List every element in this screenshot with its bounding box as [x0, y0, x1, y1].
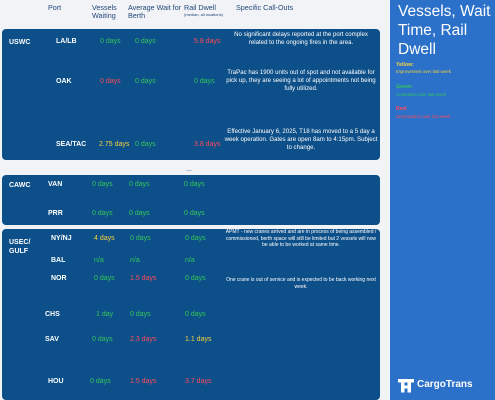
legend-red-desc: Deterioration over last week [396, 114, 451, 119]
vessels-waiting-value: 0 days [100, 38, 121, 45]
vessels-waiting-value: 0 days [100, 78, 121, 85]
average-wait-value: 0 days [130, 311, 151, 318]
average-wait-value: 1.5 days [130, 275, 157, 282]
vessels-waiting-value: 0 days [92, 336, 113, 343]
rail-dwell-value: 0 days [194, 78, 215, 85]
average-wait-value: 2.3 days [130, 336, 157, 343]
vessels-waiting-value: 2.75 days [99, 141, 130, 148]
average-wait-value: 0 days [129, 210, 150, 217]
call-out-text: APMT - new cranes arrived and are in pro… [225, 229, 377, 249]
brand-name: CargoTrans [417, 379, 473, 390]
rail-dwell-value: 3.8 days [194, 141, 221, 148]
port-name: OAK [56, 78, 72, 85]
average-wait-value: n/a [130, 257, 140, 264]
port-name: PRR [48, 210, 63, 217]
rail-dwell-value: 3.7 days [185, 378, 212, 385]
header-rail-dwell: Rail Dwell (median, all locations) [184, 3, 228, 18]
rail-dwell-value: 5.8 days [194, 38, 221, 45]
average-wait-value: 0 days [135, 38, 156, 45]
port-name: NOR [51, 275, 67, 282]
cargotrans-logo-icon [398, 379, 414, 393]
cawc-panel: CAWC VAN 0 days 0 days 0 days PRR 0 days… [2, 175, 380, 225]
region-usec-gulf: USEC/ GULF [9, 238, 30, 256]
vessels-waiting-value: 0 days [90, 378, 111, 385]
header-rail-dwell-label: Rail Dwell [184, 3, 216, 12]
average-wait-value: 0 days [130, 235, 151, 242]
vessels-waiting-value: 0 days [92, 181, 113, 188]
rail-dwell-value: n/a [185, 257, 195, 264]
rail-dwell-value: 0 days [184, 210, 205, 217]
call-out-text: One crane is out of service and is expec… [226, 277, 376, 290]
port-name: BAL [51, 257, 66, 264]
average-wait-value: 0 days [135, 78, 156, 85]
header-rail-dwell-sub: (median, all locations) [184, 12, 223, 17]
legend-sidebar: Vessels, Wait Time, Rail Dwell Yellow: I… [390, 0, 495, 400]
port-name: CHS [45, 311, 60, 318]
table-header: Port Vessels Waiting Average Wait for Be… [0, 0, 390, 28]
legend-yellow-desc: Improvement over last week [396, 69, 451, 74]
port-name: VAN [48, 181, 63, 188]
region-cawc: CAWC [9, 182, 31, 189]
port-name: NY/NJ [51, 235, 72, 242]
call-out-text: TraPac has 1900 units out of spot and no… [226, 69, 376, 92]
average-wait-value: 1.5 days [130, 378, 157, 385]
call-out-text: Effective January 6, 2025, T18 has moved… [224, 128, 378, 151]
legend-yellow-label: Yellow: [396, 62, 414, 68]
average-wait-value: 0 days [129, 181, 150, 188]
average-wait-value: 0 days [135, 141, 156, 148]
vessels-waiting-value: 4 days [94, 235, 115, 242]
sidebar-title: Vessels, Wait Time, Rail Dwell [398, 3, 491, 58]
usec-gulf-panel: USEC/ GULF NY/NJ 4 days 0 days 0 days AP… [2, 229, 380, 400]
header-average-wait: Average Wait for Berth [128, 3, 182, 20]
rail-dwell-value: 0 days [185, 311, 206, 318]
region-usec-line2: GULF [9, 248, 29, 255]
cargotrans-logo: CargoTrans [398, 376, 490, 394]
port-name: SEA/TAC [56, 141, 87, 148]
header-port: Port [48, 3, 62, 12]
rail-dwell-value: 0 days [185, 235, 206, 242]
vessels-waiting-value: 0 days [94, 275, 115, 282]
section-separator: ... [186, 166, 192, 173]
call-out-text: No significant delays reported at the po… [234, 31, 368, 46]
vessels-waiting-value: n/a [94, 257, 104, 264]
port-name: LA/LB [56, 38, 77, 45]
legend-green-label: Green: [396, 84, 413, 90]
legend-green-desc: Consistent over last week [396, 92, 447, 97]
port-name: SAV [45, 336, 59, 343]
legend-red-label: Red: [396, 106, 408, 112]
uswc-panel: USWC LA/LB 0 days 0 days 5.8 days No sig… [2, 29, 380, 160]
vessels-waiting-value: 1 day [96, 311, 114, 318]
header-vessels-waiting: Vessels Waiting [92, 3, 117, 20]
rail-dwell-value: 0 days [185, 275, 206, 282]
header-callouts: Specific Call-Outs [236, 3, 294, 12]
region-usec-line1: USEC/ [9, 239, 31, 246]
vessels-waiting-value: 0 days [92, 210, 113, 217]
region-uswc: USWC [9, 39, 31, 46]
port-name: HOU [48, 378, 64, 385]
rail-dwell-value: 0 days [184, 181, 205, 188]
rail-dwell-value: 1.1 days [185, 336, 212, 343]
